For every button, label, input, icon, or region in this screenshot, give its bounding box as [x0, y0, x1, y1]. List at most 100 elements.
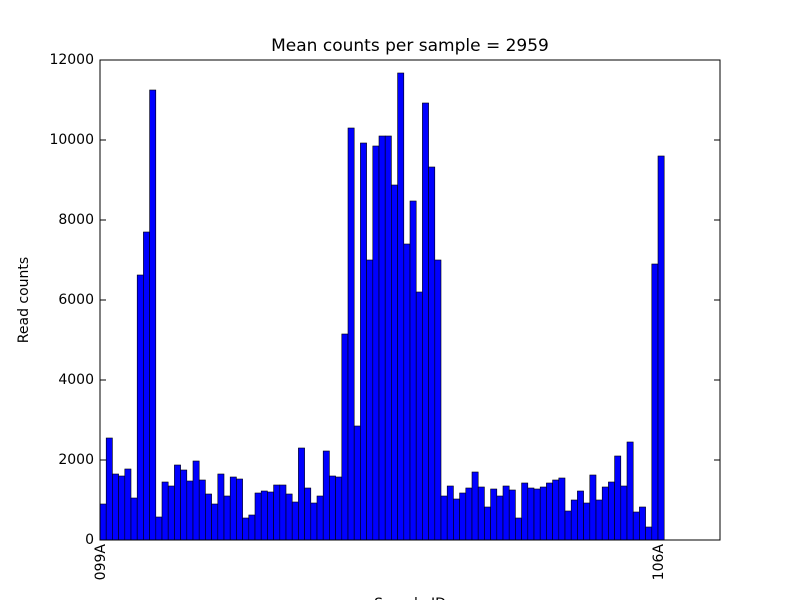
bar [465, 487, 473, 541]
y-tick-label: 0 [85, 532, 94, 548]
bar [180, 469, 188, 541]
bar [186, 480, 194, 541]
bar [347, 127, 355, 541]
x-tick-label: 099A [93, 544, 109, 581]
y-tick-label: 8000 [58, 212, 94, 228]
bar [192, 460, 200, 541]
bar [453, 498, 460, 541]
bar [446, 485, 454, 541]
y-axis-label: Read counts [16, 257, 32, 343]
y-tick-label: 6000 [58, 292, 94, 308]
bar [608, 481, 615, 541]
bar [471, 471, 479, 541]
bar [341, 333, 349, 541]
bar [205, 493, 212, 541]
bar [329, 475, 336, 541]
y-tick-label: 2000 [58, 452, 94, 468]
bar [378, 135, 386, 541]
bar [174, 464, 181, 541]
bar [397, 72, 405, 541]
bar [558, 477, 566, 541]
bar [105, 437, 113, 541]
bar [248, 514, 256, 541]
bar [496, 495, 504, 541]
bar [422, 102, 429, 541]
bar [508, 489, 516, 541]
bar [459, 492, 467, 541]
bar [136, 274, 144, 541]
bar [626, 441, 634, 541]
bar [552, 479, 560, 541]
bar [539, 486, 547, 541]
bar [515, 517, 522, 541]
bar [533, 488, 541, 541]
bar [620, 485, 628, 541]
bar [310, 502, 318, 541]
bar [124, 468, 132, 541]
bar [273, 484, 281, 541]
bar [260, 490, 268, 541]
bar [254, 492, 262, 541]
bar [285, 493, 293, 541]
bar [198, 479, 206, 541]
bar [99, 503, 107, 541]
bar [167, 485, 175, 541]
bar [434, 259, 442, 541]
plot-frame [99, 59, 721, 541]
bar [645, 526, 653, 541]
bar [632, 511, 640, 541]
chart-title: Mean counts per sample = 2959 [271, 36, 549, 56]
bar [242, 517, 250, 541]
bar [409, 200, 417, 541]
y-tick-label: 10000 [49, 132, 94, 148]
bar [149, 89, 157, 541]
bar [521, 482, 529, 541]
bar [484, 506, 491, 541]
bar [118, 475, 126, 541]
bar [353, 425, 361, 541]
bar [428, 166, 436, 541]
bar [229, 476, 237, 541]
bar [546, 482, 553, 541]
bar [217, 473, 225, 541]
bar [155, 516, 163, 541]
bar [143, 231, 150, 541]
bar [360, 142, 367, 541]
bar [335, 476, 343, 541]
bar [601, 486, 609, 541]
bar [316, 495, 324, 541]
bar [577, 490, 584, 541]
bar [440, 495, 448, 541]
bar [384, 135, 392, 541]
bar [366, 259, 374, 541]
bar [583, 502, 591, 541]
bar [490, 488, 498, 541]
bar [112, 473, 119, 541]
bar [391, 184, 398, 541]
bar [223, 495, 231, 541]
bar [130, 497, 138, 541]
bar [639, 506, 646, 541]
y-tick-label: 4000 [58, 372, 94, 388]
bar [564, 510, 572, 541]
y-tick-label: 12000 [49, 52, 94, 68]
bar [291, 501, 299, 541]
bar [279, 484, 287, 541]
x-tick-label: 106A [651, 544, 667, 581]
bar [236, 478, 243, 541]
bar [570, 499, 578, 541]
bar [403, 243, 411, 541]
bar [322, 450, 330, 541]
bar [477, 486, 485, 541]
bar [589, 474, 597, 541]
bar [595, 499, 603, 541]
bar [502, 485, 510, 541]
bar [614, 455, 622, 541]
bar [657, 155, 665, 541]
bar [415, 291, 423, 541]
x-axis-label: Sample ID [374, 596, 446, 600]
bar [651, 263, 659, 541]
bar [304, 487, 312, 541]
bar [372, 145, 380, 541]
